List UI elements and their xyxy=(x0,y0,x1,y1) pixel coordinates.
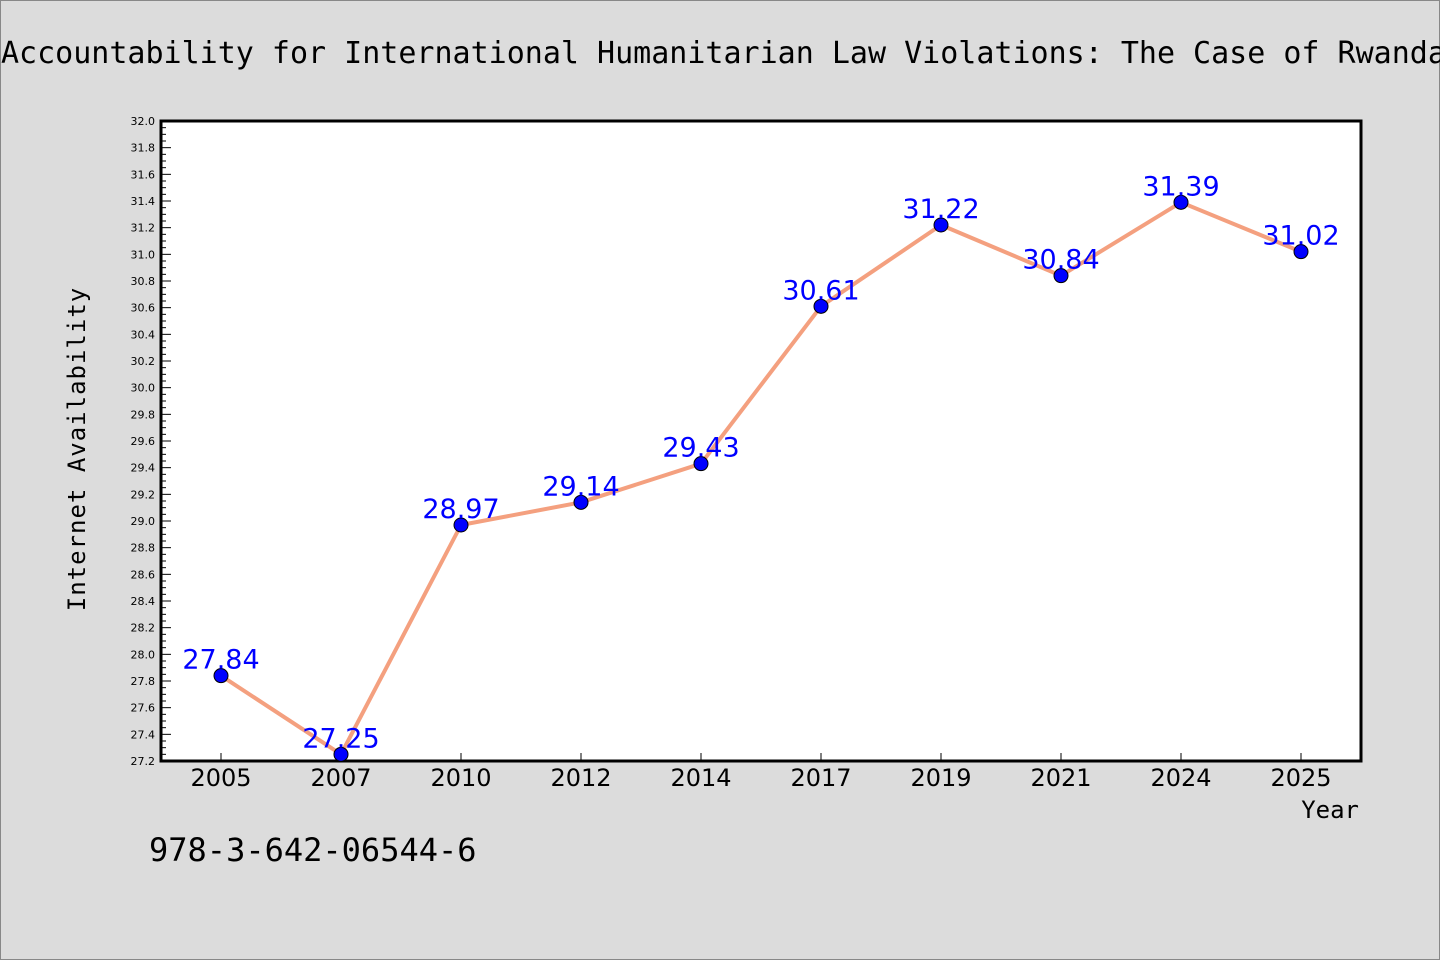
y-tick-label: 31.6 xyxy=(131,168,156,181)
y-tick-label: 29.4 xyxy=(131,462,156,475)
data-point xyxy=(813,298,829,314)
x-tick-label: 2005 xyxy=(190,764,251,792)
x-tick-label: 2019 xyxy=(910,764,971,792)
y-tick-label: 30.4 xyxy=(131,328,156,341)
y-tick-label: 31.8 xyxy=(131,142,156,155)
data-label: 28.97 xyxy=(422,494,499,525)
x-tick-label: 2012 xyxy=(550,764,611,792)
data-point xyxy=(693,456,709,472)
data-point xyxy=(1293,244,1309,260)
y-tick-label: 30.6 xyxy=(131,302,156,315)
y-tick-label: 31.2 xyxy=(131,222,156,235)
x-tick-label: 2025 xyxy=(1270,764,1331,792)
isbn-text: 978-3-642-06544-6 xyxy=(149,831,477,869)
data-point xyxy=(213,668,229,684)
y-tick-label: 27.6 xyxy=(131,702,156,715)
x-tick-label: 2010 xyxy=(430,764,491,792)
y-tick-label: 29.0 xyxy=(131,515,156,528)
chart-title: Accountability for International Humanit… xyxy=(1,36,1440,71)
data-point xyxy=(453,517,469,533)
data-label: 30.61 xyxy=(782,275,859,306)
data-label: 27.25 xyxy=(302,723,379,754)
y-tick-label: 28.2 xyxy=(131,622,156,635)
y-tick-label: 28.8 xyxy=(131,542,156,555)
y-tick-label: 27.4 xyxy=(131,728,156,741)
y-tick-label: 32.0 xyxy=(131,115,156,128)
y-tick-label: 30.0 xyxy=(131,382,156,395)
x-tick-label: 2017 xyxy=(790,764,851,792)
data-label: 31.39 xyxy=(1142,171,1219,202)
x-tick-label: 2024 xyxy=(1150,764,1211,792)
plot-area xyxy=(159,119,1363,763)
data-label: 31.02 xyxy=(1262,221,1339,252)
y-tick-label: 30.8 xyxy=(131,275,156,288)
y-tick-label: 30.2 xyxy=(131,355,156,368)
data-point xyxy=(1173,194,1189,210)
y-tick-label: 29.2 xyxy=(131,488,156,501)
data-label: 30.84 xyxy=(1022,245,1099,276)
y-tick-label: 29.6 xyxy=(131,435,156,448)
y-tick-label: 29.8 xyxy=(131,408,156,421)
series-line xyxy=(219,200,1302,757)
y-tick-label: 31.4 xyxy=(131,195,156,208)
x-axis-label: Year xyxy=(1301,796,1359,824)
data-point xyxy=(933,217,949,233)
data-label: 31.22 xyxy=(902,194,979,225)
x-tick-label: 2014 xyxy=(670,764,731,792)
data-label: 29.14 xyxy=(542,471,619,502)
x-tick-label: 2007 xyxy=(310,764,371,792)
y-tick-label: 28.0 xyxy=(131,648,156,661)
y-tick-label: 31.0 xyxy=(131,248,156,261)
y-tick-label: 27.8 xyxy=(131,675,156,688)
data-point xyxy=(333,746,349,762)
data-point xyxy=(573,494,589,510)
y-tick-label: 28.4 xyxy=(131,595,156,608)
x-tick-label: 2021 xyxy=(1030,764,1091,792)
data-label: 27.84 xyxy=(182,645,259,676)
y-tick-label: 28.6 xyxy=(131,568,156,581)
y-axis-label: Internet Availability xyxy=(63,286,91,612)
y-tick-label: 27.2 xyxy=(131,755,156,768)
data-point xyxy=(1053,268,1069,284)
data-label: 29.43 xyxy=(662,433,739,464)
